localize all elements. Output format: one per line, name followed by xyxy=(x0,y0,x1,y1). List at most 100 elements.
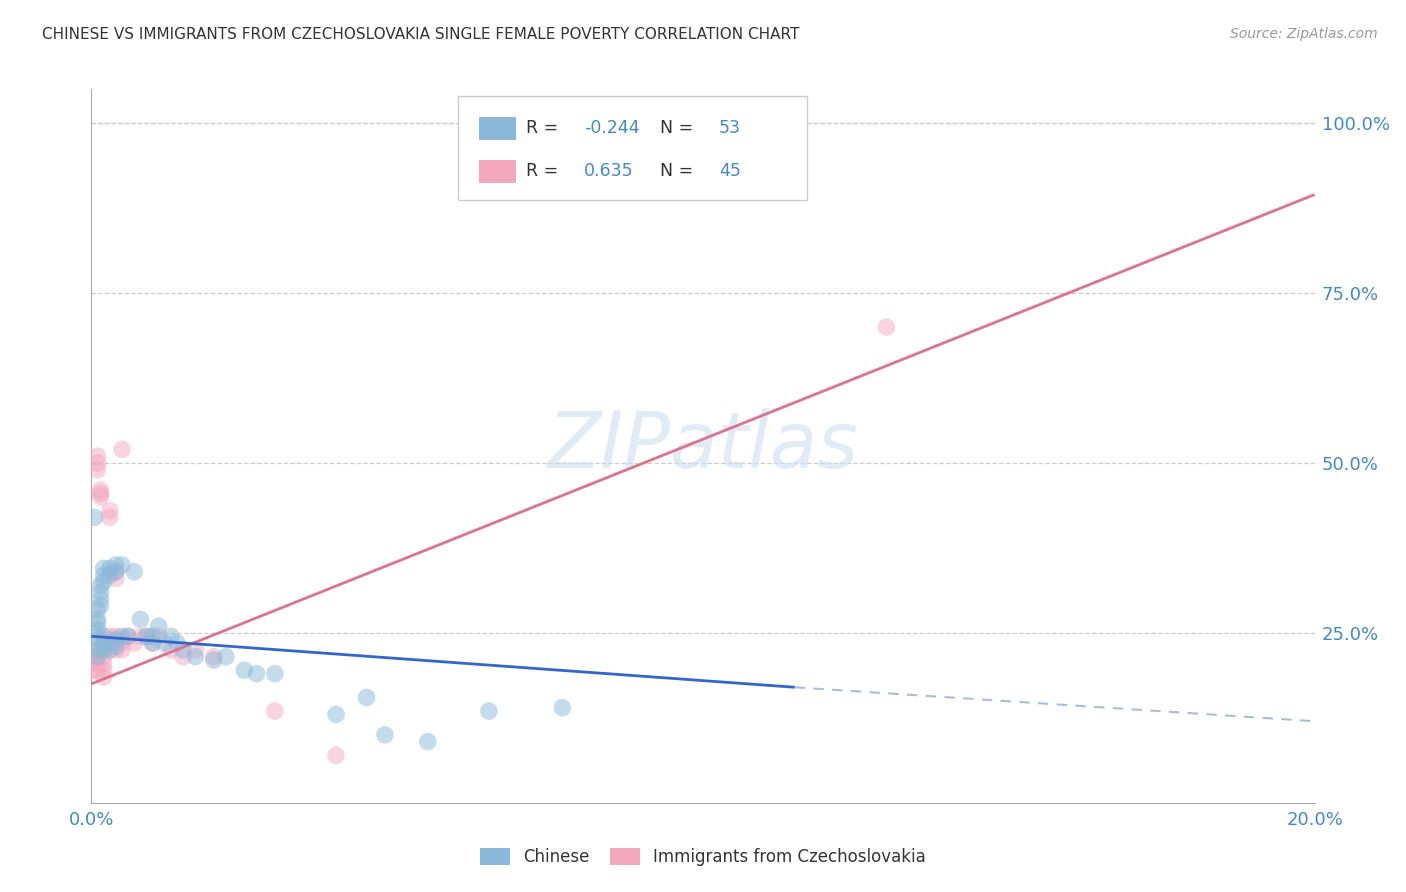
Point xyxy=(98,568,121,582)
Point xyxy=(90,490,112,504)
Point xyxy=(148,629,170,643)
Point xyxy=(104,572,127,586)
Point xyxy=(478,704,501,718)
Point xyxy=(356,690,378,705)
Point xyxy=(135,629,157,643)
Point xyxy=(111,558,134,572)
Point xyxy=(86,602,108,616)
Point xyxy=(93,568,115,582)
Point xyxy=(374,728,396,742)
Point xyxy=(160,643,183,657)
Point xyxy=(172,649,194,664)
FancyBboxPatch shape xyxy=(458,96,807,200)
Point xyxy=(104,629,127,643)
Text: CHINESE VS IMMIGRANTS FROM CZECHOSLOVAKIA SINGLE FEMALE POVERTY CORRELATION CHAR: CHINESE VS IMMIGRANTS FROM CZECHOSLOVAKI… xyxy=(42,27,800,42)
Point xyxy=(93,636,115,650)
Point xyxy=(202,653,225,667)
Point xyxy=(104,636,127,650)
Text: -0.244: -0.244 xyxy=(585,120,640,137)
Text: N =: N = xyxy=(661,120,699,137)
Point xyxy=(86,615,108,630)
Point xyxy=(875,320,898,334)
Point xyxy=(98,503,121,517)
Point xyxy=(172,643,194,657)
Text: 0.635: 0.635 xyxy=(585,162,634,180)
Point xyxy=(83,649,105,664)
Point xyxy=(135,629,157,643)
Point xyxy=(129,612,152,626)
Legend: Chinese, Immigrants from Czechoslovakia: Chinese, Immigrants from Czechoslovakia xyxy=(474,841,932,873)
Point xyxy=(111,636,134,650)
Point xyxy=(111,629,134,643)
Point xyxy=(93,649,115,664)
Point xyxy=(90,599,112,613)
Point xyxy=(117,629,139,643)
Point xyxy=(104,643,127,657)
Point xyxy=(90,591,112,606)
Text: Source: ZipAtlas.com: Source: ZipAtlas.com xyxy=(1230,27,1378,41)
Point xyxy=(98,561,121,575)
Text: ZIPatlas: ZIPatlas xyxy=(547,408,859,484)
Point xyxy=(551,700,574,714)
Point xyxy=(325,748,347,763)
Point xyxy=(86,649,108,664)
Point xyxy=(86,629,108,643)
Point xyxy=(93,663,115,677)
Point xyxy=(90,578,112,592)
Point xyxy=(86,643,108,657)
Point xyxy=(86,663,108,677)
Point xyxy=(86,623,108,637)
Point xyxy=(166,636,188,650)
Text: N =: N = xyxy=(661,162,699,180)
Point xyxy=(86,456,108,470)
Point xyxy=(104,558,127,572)
Point xyxy=(160,629,183,643)
Point xyxy=(104,632,127,647)
Point xyxy=(93,574,115,589)
Point xyxy=(184,649,207,664)
Point xyxy=(93,561,115,575)
Point xyxy=(264,666,287,681)
Point xyxy=(141,636,163,650)
Point xyxy=(117,629,139,643)
Point xyxy=(86,657,108,671)
Point xyxy=(129,629,152,643)
Point xyxy=(93,643,115,657)
Point xyxy=(98,510,121,524)
Point xyxy=(141,629,163,643)
Point xyxy=(202,649,225,664)
Point xyxy=(233,663,256,677)
Point xyxy=(184,643,207,657)
Point xyxy=(141,636,163,650)
Point xyxy=(83,510,105,524)
Point xyxy=(86,463,108,477)
Point xyxy=(245,666,267,681)
Point xyxy=(98,636,121,650)
Point xyxy=(90,486,112,500)
Point xyxy=(93,629,115,643)
Point xyxy=(111,442,134,457)
Text: 53: 53 xyxy=(718,120,741,137)
Point xyxy=(90,585,112,599)
Point xyxy=(325,707,347,722)
Point xyxy=(93,636,115,650)
Point xyxy=(90,483,112,498)
Bar xyxy=(479,160,516,183)
Text: R =: R = xyxy=(526,120,564,137)
Point xyxy=(264,704,287,718)
Point xyxy=(83,657,105,671)
Point xyxy=(104,565,127,579)
Text: 45: 45 xyxy=(718,162,741,180)
Point xyxy=(148,619,170,633)
Point xyxy=(98,643,121,657)
Point xyxy=(86,449,108,463)
Point xyxy=(122,636,145,650)
Point xyxy=(111,643,134,657)
Text: R =: R = xyxy=(526,162,569,180)
Point xyxy=(83,663,105,677)
Bar xyxy=(479,117,516,140)
Point xyxy=(215,649,238,664)
Point xyxy=(104,640,127,654)
Point xyxy=(93,657,115,671)
Point xyxy=(98,629,121,643)
